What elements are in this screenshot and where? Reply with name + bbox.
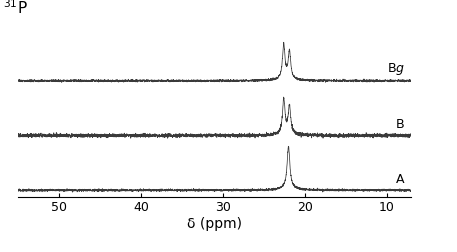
- Text: B: B: [396, 118, 405, 131]
- Text: B$g$: B$g$: [387, 60, 405, 77]
- Text: $^{31}$P: $^{31}$P: [3, 0, 27, 17]
- X-axis label: δ (ppm): δ (ppm): [187, 217, 242, 231]
- Text: A: A: [396, 173, 405, 186]
